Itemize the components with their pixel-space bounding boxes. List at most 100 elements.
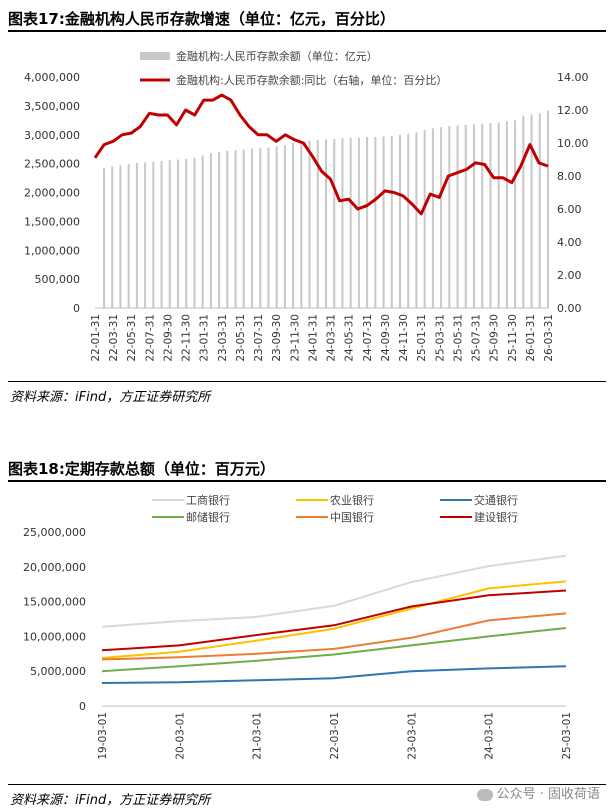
line-series xyxy=(101,554,567,684)
x-tick-label: 26-03-31 xyxy=(543,314,555,362)
x-tick-label: 25-11-30 xyxy=(507,314,519,362)
bar xyxy=(489,123,492,308)
bar xyxy=(234,150,237,308)
left-tick-label: 3,500,000 xyxy=(24,100,80,113)
x-tick-label: 25-07-31 xyxy=(471,314,483,362)
x-tick-label: 23-11-30 xyxy=(289,314,301,362)
x-tick-label: 23-03-01 xyxy=(406,712,418,760)
fig1-bottom-rule xyxy=(8,381,606,382)
x-tick-label: 23-07-31 xyxy=(253,314,265,362)
bar xyxy=(242,149,245,308)
x-tick-label: 24-01-31 xyxy=(307,314,319,362)
series-line xyxy=(101,554,567,628)
yoy-line-series xyxy=(93,93,549,216)
bar xyxy=(325,139,327,308)
x-tick-label: 22-05-31 xyxy=(126,314,138,362)
right-tick-label: 12.00 xyxy=(557,104,589,117)
legend-label: 工商银行 xyxy=(186,493,230,507)
bar xyxy=(464,124,467,309)
bar xyxy=(366,137,369,308)
x-axis-ticks: 22-01-31 22-03-31 22-05-31 22-07-31 22-09-30… xyxy=(90,314,555,362)
bar xyxy=(308,140,311,308)
x-axis-ticks: 19-03-01 20-03-01 21-03-01 22-03-01 23-03-01… xyxy=(97,712,573,760)
fig1-top-rule xyxy=(8,30,606,32)
watermark: 公众号 · 固收荷语 xyxy=(476,783,600,802)
x-tick-label: 23-05-31 xyxy=(235,314,247,362)
bar xyxy=(103,168,105,308)
fig2-top-rule xyxy=(8,480,606,482)
right-axis-ticks: 0.00 2.00 4.00 6.00 8.00 10.00 12.00 14.00 xyxy=(557,71,589,315)
right-tick-label: 10.00 xyxy=(557,137,589,150)
right-tick-label: 4.00 xyxy=(557,236,582,249)
y-tick-label: 25,000,000 xyxy=(23,526,86,539)
watermark-text: 公众号 · 固收荷语 xyxy=(496,787,600,802)
series-line xyxy=(101,589,567,652)
bar xyxy=(415,132,418,308)
x-tick-label: 20-03-01 xyxy=(174,712,186,760)
x-tick-label: 25-09-30 xyxy=(489,314,501,362)
bar xyxy=(127,164,130,308)
x-tick-label: 25-03-31 xyxy=(434,314,446,362)
left-tick-label: 2,500,000 xyxy=(24,158,80,171)
left-tick-label: 1,000,000 xyxy=(24,244,80,257)
bar xyxy=(357,137,360,308)
right-tick-label: 6.00 xyxy=(557,203,582,216)
legend-label: 农业银行 xyxy=(330,493,374,507)
bar xyxy=(177,159,179,308)
x-tick-label: 25-01-31 xyxy=(416,314,428,362)
x-tick-label: 22-07-31 xyxy=(144,314,156,362)
bar xyxy=(226,150,229,308)
fig1-title: 图表17:金融机构人民币存款增速（单位：亿元，百分比） xyxy=(8,10,395,28)
x-tick-label: 26-01-31 xyxy=(525,314,537,362)
bar xyxy=(185,159,188,308)
bar xyxy=(160,161,163,308)
legend-label: 交通银行 xyxy=(474,493,518,507)
bar xyxy=(275,146,278,308)
legend: 金融机构:人民币存款余额（单位：亿元） 金融机构:人民币存款余额:同比（右轴，单… xyxy=(140,49,447,87)
legend-bar-swatch xyxy=(140,52,170,60)
x-tick-label: 21-03-01 xyxy=(252,712,264,760)
bar xyxy=(144,162,147,308)
x-tick-label: 22-09-30 xyxy=(162,314,174,362)
fig1-source: 资料来源：iFind，方正证券研究所 xyxy=(10,390,211,405)
bar xyxy=(349,137,352,308)
bar xyxy=(168,160,171,308)
legend-label: 中国银行 xyxy=(330,510,374,524)
series-line xyxy=(101,580,567,659)
bar xyxy=(547,110,549,309)
bar xyxy=(407,133,410,308)
bar xyxy=(300,141,303,308)
bar xyxy=(481,123,484,308)
left-tick-label: 1,500,000 xyxy=(24,215,80,228)
bar xyxy=(497,122,500,308)
right-tick-label: 8.00 xyxy=(557,170,582,183)
bar xyxy=(423,130,426,308)
right-tick-label: 14.00 xyxy=(557,71,589,84)
y-tick-label: 0 xyxy=(79,700,86,713)
bar xyxy=(399,134,401,308)
bar xyxy=(530,114,533,308)
x-tick-label: 22-03-01 xyxy=(329,712,341,760)
x-tick-label: 23-09-30 xyxy=(271,314,283,362)
bar xyxy=(259,148,262,308)
bar-series xyxy=(103,110,549,309)
x-tick-label: 24-03-31 xyxy=(326,314,338,362)
legend-label: 邮储银行 xyxy=(186,510,230,524)
bar xyxy=(390,135,393,308)
series-line xyxy=(101,612,567,661)
bar xyxy=(431,128,434,308)
left-tick-label: 4,000,000 xyxy=(24,71,80,84)
y-tick-label: 10,000,000 xyxy=(23,630,86,643)
bar xyxy=(538,113,541,308)
bar xyxy=(209,153,212,308)
y-tick-label: 20,000,000 xyxy=(23,561,86,574)
bar xyxy=(522,115,525,308)
bar xyxy=(440,127,443,309)
bar xyxy=(193,157,196,308)
x-tick-label: 22-01-31 xyxy=(90,314,102,362)
y-tick-label: 5,000,000 xyxy=(30,665,86,678)
fig2-title: 图表18:定期存款总额（单位：百万元） xyxy=(8,460,275,478)
fig2-source: 资料来源：iFind，方正证券研究所 xyxy=(10,793,211,808)
